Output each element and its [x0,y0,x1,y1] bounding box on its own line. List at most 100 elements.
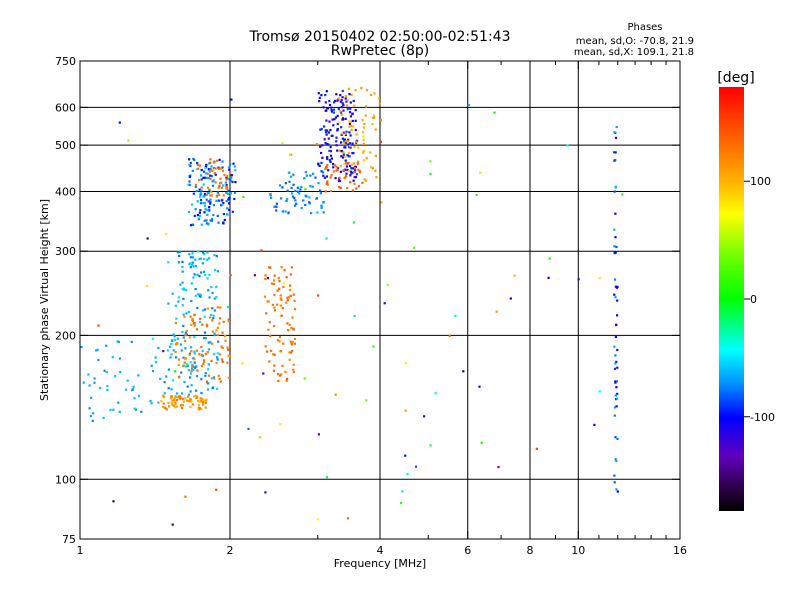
data-point [319,189,322,192]
data-point [613,151,616,154]
data-point [200,186,203,189]
data-point [348,145,352,148]
data-point [357,146,360,149]
data-point [217,221,220,224]
data-point [184,495,187,498]
data-point [225,176,228,179]
data-point [339,165,342,168]
data-point [352,99,355,103]
data-point [509,297,512,300]
data-point [295,202,298,205]
data-point [290,266,293,269]
data-point [288,284,292,287]
data-point [616,366,619,369]
data-point [215,199,218,202]
data-point [321,144,324,147]
data-point [212,314,215,317]
data-point [217,199,220,202]
data-point [332,124,335,127]
y-tick-label: 500 [55,139,76,152]
data-point [598,277,601,280]
data-points [80,86,624,526]
data-point [190,384,193,387]
data-point [215,361,218,365]
data-point [577,278,580,281]
data-point [177,363,180,366]
data-point [339,94,342,97]
data-point [414,465,418,468]
data-point [163,381,166,384]
data-point [206,251,209,254]
data-point [218,158,221,161]
data-point [210,165,213,168]
data-point [213,332,216,335]
data-point [323,125,326,128]
data-point [218,317,221,320]
data-point [192,265,195,268]
data-point [216,270,219,273]
data-point [292,293,295,296]
data-point [202,309,205,312]
data-point [269,193,272,196]
data-point [198,179,201,182]
data-point [233,165,236,168]
data-point [182,313,185,316]
data-point [207,200,210,203]
y-tick-label: 750 [55,55,76,68]
data-point [288,358,291,361]
data-point [198,407,201,410]
data-point [287,329,290,332]
data-point [200,169,203,172]
data-point [324,130,328,134]
data-point [351,119,354,123]
data-point [203,219,206,222]
data-point [613,481,616,484]
data-point [266,277,269,280]
data-point [181,265,184,269]
data-point [358,169,361,172]
data-point [613,293,616,296]
data-point [327,143,330,146]
data-point [339,110,342,113]
data-point [269,334,272,337]
data-point [614,335,617,339]
data-point [119,370,122,374]
data-point [197,217,200,220]
data-point [88,384,91,387]
data-point [345,175,348,178]
data-point [213,268,217,271]
data-point [291,341,294,344]
data-point [218,377,221,380]
data-point [292,183,295,186]
data-point [192,157,195,161]
data-point [330,109,333,112]
data-point [332,163,335,166]
data-point [210,217,214,221]
data-point [227,192,230,195]
data-point [130,340,133,343]
data-point [616,437,619,440]
data-point [331,118,334,121]
data-point [338,149,341,152]
data-point [354,119,357,122]
data-point [292,327,295,330]
data-point [341,89,344,93]
data-point [229,163,232,166]
data-point [404,409,407,412]
data-point [170,397,173,400]
data-point [203,205,207,208]
data-point [412,246,416,249]
data-point [616,314,619,317]
data-point [216,356,219,359]
data-point [357,168,360,171]
data-point [338,121,341,124]
data-point [168,345,172,348]
data-point [335,140,338,143]
data-point [331,134,334,137]
data-point [217,340,220,343]
data-point [340,141,343,144]
data-point [325,142,328,146]
data-point [184,347,187,350]
data-point [192,369,195,372]
data-point [614,136,618,139]
